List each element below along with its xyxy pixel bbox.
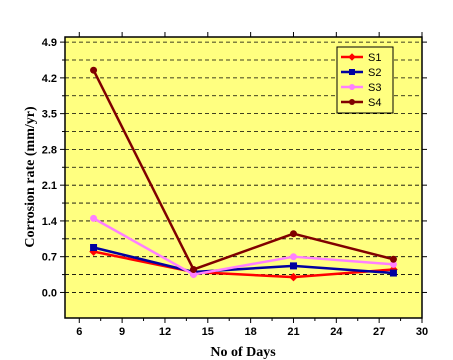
series-line-s4: [92, 69, 394, 271]
data-point: [349, 69, 355, 75]
y-tick-label: 0.7: [42, 252, 57, 264]
axes: 0.0 0.7 1.4 2.1 2.8 3.5 4.2 4.9 6 9 12 15 18 21 24 27 30: [42, 32, 428, 338]
data-series: [89, 66, 398, 282]
data-point: [289, 262, 297, 270]
y-tick-label: 0.0: [42, 287, 57, 299]
legend-label: S2: [368, 67, 381, 79]
data-point: [90, 243, 98, 251]
data-point: [389, 255, 397, 263]
data-point: [190, 265, 198, 273]
y-tick-label: 4.2: [42, 73, 57, 85]
data-point: [289, 253, 297, 261]
data-point: [190, 271, 198, 279]
legend-label: S1: [368, 52, 381, 64]
series-line-s3: [92, 217, 394, 276]
legend-label: S3: [368, 82, 381, 94]
x-tick-label: 21: [287, 326, 299, 338]
x-tick-label: 30: [416, 326, 428, 338]
data-point: [90, 214, 98, 222]
x-tick-label: 24: [330, 326, 343, 338]
x-tick-label: 15: [202, 326, 214, 338]
data-point: [349, 84, 355, 90]
x-tick-label: 18: [245, 326, 257, 338]
data-point: [289, 272, 298, 282]
y-tick-label: 3.5: [42, 109, 57, 121]
data-point: [90, 66, 98, 74]
x-tick-label: 6: [76, 326, 82, 338]
series-line-s1: [93, 250, 394, 279]
x-axis-title: No of Days: [210, 345, 276, 360]
data-point: [389, 269, 397, 277]
data-point: [289, 230, 297, 238]
y-axis-title: Corrosion rate (mm/yr): [23, 106, 38, 248]
x-tick-label: 12: [159, 326, 171, 338]
data-point: [389, 260, 397, 268]
y-tick-label: 4.9: [42, 37, 57, 49]
y-tick-label: 1.4: [42, 216, 58, 228]
x-tick-label: 9: [119, 326, 125, 338]
data-point: [348, 53, 356, 61]
y-tick-label: 2.8: [42, 144, 57, 156]
y-tick-label: 2.1: [42, 180, 57, 192]
x-tick-label: 27: [373, 326, 385, 338]
legend: S1 S2 S3 S4: [336, 46, 394, 114]
data-point: [389, 265, 398, 274]
series-line-s2: [93, 246, 394, 275]
legend-label: S4: [368, 97, 381, 109]
data-point: [349, 99, 355, 105]
